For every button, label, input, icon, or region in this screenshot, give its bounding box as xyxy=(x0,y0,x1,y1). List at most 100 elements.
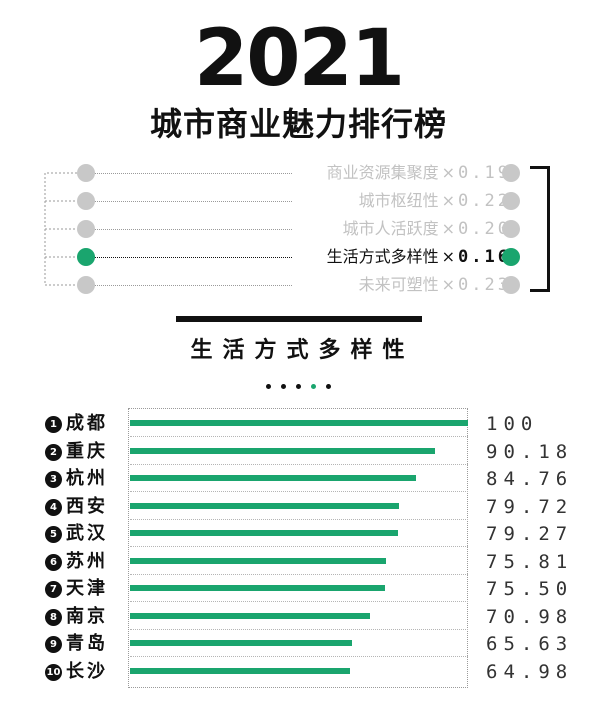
rank-badge: 2 xyxy=(45,443,62,461)
times-sign: × xyxy=(441,219,456,238)
category-label: 苏州 xyxy=(66,550,108,572)
times-sign: × xyxy=(441,275,456,294)
bar xyxy=(130,447,435,454)
value-label: 65.63 xyxy=(486,633,574,655)
category-label: 重庆 xyxy=(66,440,108,462)
bar xyxy=(130,640,352,646)
category-label: 武汉 xyxy=(66,523,108,544)
inactive-dot-icon xyxy=(502,220,520,238)
bar xyxy=(130,612,370,619)
year-heading: 2021 xyxy=(193,14,405,104)
factor-name: 未来可塑性 xyxy=(358,275,439,294)
factor-label: 城市枢纽性 × 0.22 xyxy=(359,190,511,212)
times-sign: × xyxy=(441,191,456,210)
factor-row[interactable]: 商业资源集聚度 × 0.19 xyxy=(0,160,597,188)
bar xyxy=(130,585,386,591)
pager-dot-icon[interactable] xyxy=(311,384,316,389)
factor-row[interactable]: 未来可塑性 × 0.23 xyxy=(0,272,597,300)
chart-row: 2 重庆 90.18 xyxy=(0,439,597,466)
row-divider xyxy=(130,436,468,437)
rank-badge: 10 xyxy=(45,663,62,681)
category-label: 杭州 xyxy=(66,468,108,489)
rank-badge: 8 xyxy=(45,608,62,626)
factor-label: 商业资源集聚度 × 0.19 xyxy=(327,162,511,184)
row-divider xyxy=(130,491,468,492)
value-label: 84.76 xyxy=(486,468,574,490)
active-dot-icon xyxy=(502,248,520,266)
times-sign: × xyxy=(441,247,456,266)
factor-name: 商业资源集聚度 xyxy=(326,163,439,182)
bar xyxy=(130,420,468,426)
chart-row: 4 西安 79.72 xyxy=(0,494,597,521)
active-dot-icon xyxy=(77,248,95,266)
rank-badge: 5 xyxy=(45,526,62,543)
left-bracket-connector xyxy=(44,172,77,286)
factor-weight: 0.16 xyxy=(458,247,511,267)
category-label: 成都 xyxy=(66,413,108,434)
pager-dot-icon[interactable] xyxy=(326,384,331,389)
chart-row: 6 苏州 75.81 xyxy=(0,549,597,576)
chart-frame xyxy=(128,408,468,688)
page-indicator[interactable] xyxy=(0,374,597,393)
chart-row: 5 武汉 79.27 xyxy=(0,521,597,548)
chart-row: 10 长沙 64.98 xyxy=(0,659,597,686)
value-label: 64.98 xyxy=(486,660,574,683)
row-divider xyxy=(130,463,468,465)
page-title: 城市商业魅力排行榜 xyxy=(149,105,447,143)
value-label: 79.72 xyxy=(486,495,574,518)
rank-badge: 4 xyxy=(45,498,62,516)
chart-row: 1 成都 100 xyxy=(0,411,597,438)
inactive-dot-icon xyxy=(77,220,95,238)
pager-dot-icon[interactable] xyxy=(281,384,286,389)
value-label: 75.50 xyxy=(486,578,574,600)
value-label: 79.27 xyxy=(486,523,574,545)
rank-badge: 7 xyxy=(45,581,62,598)
category-label: 青岛 xyxy=(66,633,108,654)
dotted-leader xyxy=(95,229,292,230)
factor-row[interactable]: 城市枢纽性 × 0.22 xyxy=(0,188,597,216)
category-label: 天津 xyxy=(66,578,108,599)
inactive-dot-icon xyxy=(77,192,95,210)
rank-badge: 3 xyxy=(45,471,62,488)
category-label: 南京 xyxy=(66,605,108,627)
bar xyxy=(130,502,400,509)
rank-badge: 6 xyxy=(45,553,62,571)
factor-row[interactable]: 城市人活跃度 × 0.20 xyxy=(0,216,597,244)
dotted-leader xyxy=(95,201,292,202)
row-divider xyxy=(130,628,468,630)
factor-label: 未来可塑性 × 0.23 xyxy=(359,274,511,296)
inactive-dot-icon xyxy=(502,276,520,294)
row-divider xyxy=(130,656,468,657)
right-bracket xyxy=(530,166,550,292)
value-label: 90.18 xyxy=(486,440,574,463)
inactive-dot-icon xyxy=(502,192,520,210)
row-divider xyxy=(130,546,468,547)
chart-row: 9 青岛 65.63 xyxy=(0,631,597,658)
factor-name: 城市枢纽性 xyxy=(358,191,439,210)
dotted-leader xyxy=(95,173,292,174)
factor-row[interactable]: 生活方式多样性 × 0.16 xyxy=(0,244,597,272)
factor-weight: 0.19 xyxy=(458,163,511,183)
chart-row: 8 南京 70.98 xyxy=(0,604,597,631)
row-divider xyxy=(130,573,468,575)
dotted-leader xyxy=(95,257,292,258)
bar xyxy=(130,557,387,564)
chart-row: 7 天津 75.50 xyxy=(0,576,597,603)
chart-subtitle: 生活方式多样性 xyxy=(190,338,415,363)
inactive-dot-icon xyxy=(77,276,95,294)
pager-dot-icon[interactable] xyxy=(266,384,271,389)
times-sign: × xyxy=(441,163,456,182)
factor-label: 城市人活跃度 × 0.20 xyxy=(343,218,511,240)
pager-dot-icon[interactable] xyxy=(296,384,301,389)
factor-label: 生活方式多样性 × 0.16 xyxy=(327,246,511,268)
inactive-dot-icon xyxy=(502,164,520,182)
value-label: 100 xyxy=(486,413,539,435)
factor-weight: 0.22 xyxy=(458,191,511,211)
bar xyxy=(130,530,398,536)
value-label: 75.81 xyxy=(486,550,574,573)
category-label: 西安 xyxy=(66,495,108,517)
category-label: 长沙 xyxy=(66,660,108,682)
factor-name: 生活方式多样性 xyxy=(326,247,439,266)
row-divider xyxy=(130,601,468,602)
chart-row: 3 杭州 84.76 xyxy=(0,466,597,493)
